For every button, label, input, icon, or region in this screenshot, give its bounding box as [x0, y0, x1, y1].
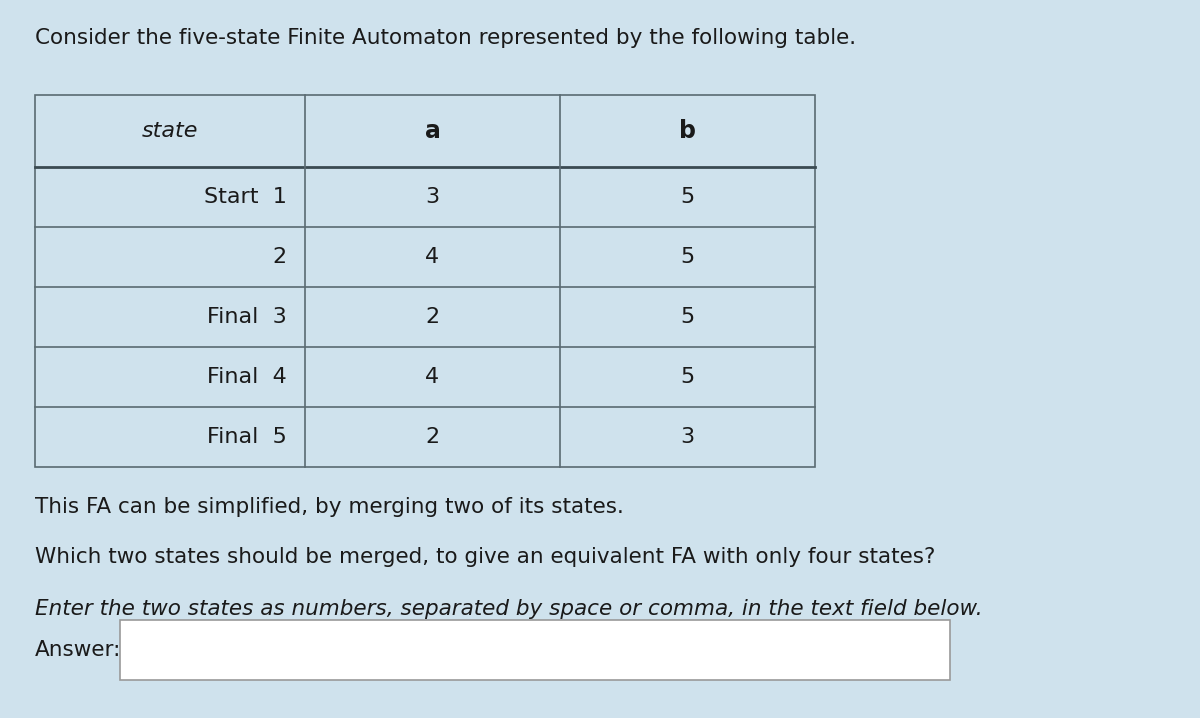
Text: Final  3: Final 3 — [208, 307, 287, 327]
Text: 4: 4 — [426, 367, 439, 387]
Bar — [35, 95, 815, 467]
Text: Consider the five-state Finite Automaton represented by the following table.: Consider the five-state Finite Automaton… — [35, 28, 856, 48]
Text: 2: 2 — [272, 247, 287, 267]
Text: 5: 5 — [680, 307, 695, 327]
Text: 5: 5 — [680, 187, 695, 207]
Text: b: b — [679, 119, 696, 143]
Text: Start  1: Start 1 — [204, 187, 287, 207]
Text: 2: 2 — [426, 427, 439, 447]
Text: 3: 3 — [680, 427, 695, 447]
Text: 4: 4 — [426, 247, 439, 267]
Text: Final  5: Final 5 — [208, 427, 287, 447]
Text: 5: 5 — [680, 367, 695, 387]
Text: 5: 5 — [680, 247, 695, 267]
Text: state: state — [142, 121, 198, 141]
Text: 3: 3 — [426, 187, 439, 207]
Bar — [120, 620, 950, 680]
Text: Answer:: Answer: — [35, 640, 121, 660]
Text: Which two states should be merged, to give an equivalent FA with only four state: Which two states should be merged, to gi… — [35, 547, 935, 567]
Text: a: a — [425, 119, 440, 143]
Text: Enter the two states as numbers, separated by space or comma, in the text field : Enter the two states as numbers, separat… — [35, 599, 983, 619]
Text: This FA can be simplified, by merging two of its states.: This FA can be simplified, by merging tw… — [35, 497, 624, 517]
Text: 2: 2 — [426, 307, 439, 327]
Text: Final  4: Final 4 — [208, 367, 287, 387]
